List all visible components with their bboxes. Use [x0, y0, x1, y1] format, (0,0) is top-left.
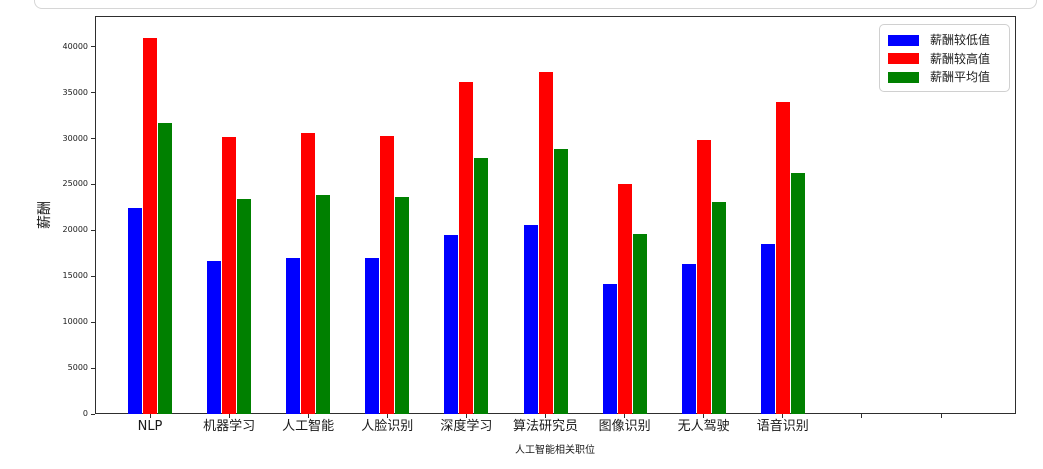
bar-薪酬较高值-无人驾驶: [697, 140, 711, 414]
x-tick: [386, 414, 388, 418]
x-tick-label: NLP: [137, 419, 163, 434]
bar-薪酬较低值-图像识别: [603, 284, 617, 414]
y-tick: [91, 367, 95, 369]
legend-swatch-avg: [888, 71, 919, 83]
x-tick: [307, 414, 309, 418]
y-tick: [91, 46, 95, 48]
legend-item-low: 薪酬较低值: [888, 31, 1001, 49]
y-tick: [91, 138, 95, 139]
bar-薪酬平均值-人工智能: [316, 195, 330, 414]
y-tick-label: 20000: [62, 225, 88, 235]
x-tick: [624, 414, 626, 418]
bar-薪酬较低值-人工智能: [286, 258, 300, 414]
bar-薪酬较低值-语音识别: [761, 244, 775, 414]
bar-薪酬较高值-人工智能: [301, 133, 315, 414]
x-tick: [703, 414, 705, 418]
bar-薪酬平均值-机器学习: [237, 199, 251, 414]
x-tick: [465, 414, 467, 418]
x-tick-label: 人脸识别: [361, 419, 414, 434]
bar-薪酬平均值-图像识别: [633, 234, 647, 414]
y-tick-label: 40000: [62, 41, 88, 51]
legend-swatch-low: [888, 34, 919, 46]
bar-薪酬平均值-无人驾驶: [712, 202, 726, 414]
y-axis-title: 薪酬: [37, 201, 53, 229]
bar-薪酬较高值-算法研究员: [539, 72, 553, 414]
bar-薪酬较高值-深度学习: [459, 82, 473, 414]
bar-薪酬较高值-语音识别: [776, 102, 790, 414]
y-tick: [91, 92, 95, 94]
bar-薪酬较高值-人脸识别: [380, 136, 394, 414]
legend-label-low: 薪酬较低值: [930, 33, 991, 47]
bar-薪酬平均值-算法研究员: [554, 149, 568, 414]
y-tick-label: 25000: [62, 179, 88, 189]
bar-薪酬较低值-NLP: [128, 208, 142, 414]
legend-item-avg: 薪酬平均值: [888, 68, 1001, 86]
legend-label-avg: 薪酬平均值: [930, 70, 991, 84]
legend-label-high: 薪酬较高值: [930, 51, 991, 66]
x-tick: [861, 414, 863, 418]
legend-item-high: 薪酬较高值: [888, 50, 1001, 68]
bar-薪酬平均值-NLP: [158, 123, 172, 414]
x-tick: [940, 414, 942, 418]
y-tick: [91, 413, 95, 415]
bar-薪酬较低值-人脸识别: [365, 258, 379, 414]
x-tick-label: 语音识别: [756, 419, 809, 434]
x-tick-label: 无人驾驶: [677, 419, 730, 434]
bar-薪酬较低值-机器学习: [207, 261, 221, 414]
y-tick-label: 30000: [62, 133, 88, 143]
bar-薪酬较高值-NLP: [143, 38, 157, 414]
bar-薪酬较低值-无人驾驶: [682, 264, 696, 414]
bar-薪酬较高值-机器学习: [222, 137, 236, 414]
y-tick: [91, 321, 95, 323]
y-tick: [91, 275, 95, 277]
x-tick: [228, 414, 230, 418]
y-tick-label: 15000: [62, 271, 88, 281]
bar-薪酬较低值-深度学习: [444, 235, 458, 414]
x-tick: [149, 414, 151, 418]
x-tick-label: 图像识别: [598, 419, 651, 434]
bar-薪酬平均值-深度学习: [474, 158, 488, 414]
x-tick-label: 人工智能: [282, 419, 335, 434]
bar-薪酬较高值-图像识别: [618, 184, 632, 414]
x-tick-label: 算法研究员: [512, 419, 578, 434]
y-tick: [91, 229, 95, 231]
x-axis-title: 人工智能相关职位: [515, 445, 595, 456]
bar-薪酬较低值-算法研究员: [524, 225, 538, 414]
y-tick-label: 10000: [62, 317, 88, 327]
x-tick-label: 深度学习: [440, 419, 493, 434]
x-tick: [545, 414, 546, 418]
legend-swatch-high: [888, 53, 919, 64]
y-tick-label: 35000: [62, 87, 88, 97]
x-tick-label: 机器学习: [203, 419, 256, 434]
bar-薪酬平均值-人脸识别: [395, 197, 409, 414]
x-tick: [782, 414, 784, 418]
y-tick-label: 5000: [67, 363, 88, 373]
y-tick: [91, 183, 95, 185]
legend-box: 薪酬较低值 薪酬较高值 薪酬平均值: [879, 24, 1010, 92]
y-tick-label: 0: [82, 409, 88, 418]
bar-薪酬平均值-语音识别: [791, 173, 805, 414]
